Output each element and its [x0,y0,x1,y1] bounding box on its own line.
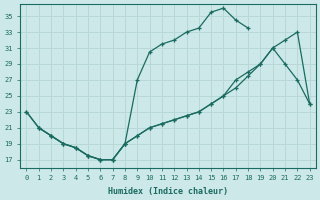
X-axis label: Humidex (Indice chaleur): Humidex (Indice chaleur) [108,187,228,196]
